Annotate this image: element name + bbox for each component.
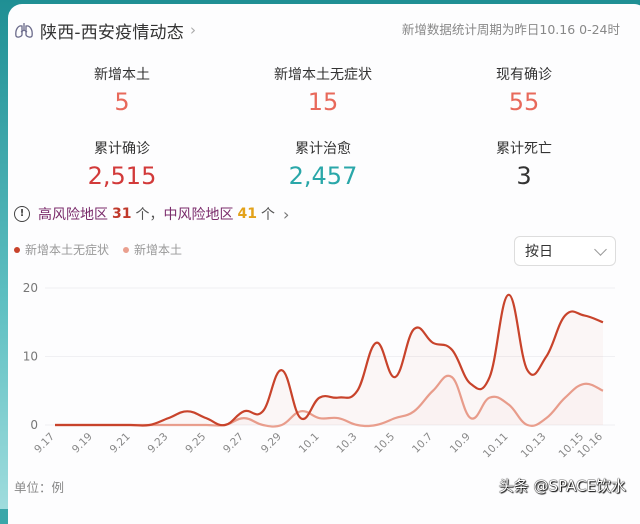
stat-value: 15 [307,88,339,116]
chevron-right-icon[interactable]: › [282,204,290,224]
stat-label: 累计死亡 [496,141,552,157]
high-risk-label: 高风险地区 [38,207,108,223]
stat-value: 55 [508,88,540,116]
x-tick-label: 10.13 [519,431,549,461]
page-title: 陕西-西安疫情动态 [40,22,184,43]
unit-text: 个， [135,207,164,223]
legend-dot-icon [14,246,20,253]
x-tick-label: 9.21 [108,431,133,456]
stat-label: 累计确诊 [94,141,150,157]
stat-total-deaths: 累计死亡 3 [444,138,604,190]
stat-total-confirmed: 累计确诊 2,515 [42,138,202,190]
y-tick-label: 10 [23,350,38,364]
y-tick-label: 0 [30,418,38,432]
x-tick-label: 9.23 [145,431,170,456]
mid-risk-label: 中风险地区 [163,207,234,223]
stat-value: 2,457 [288,162,358,190]
stat-new-asymptomatic: 新增本土无症状 15 [243,64,403,116]
trend-line-chart: 0 10 20 9.17 9.19 9.21 9.23 9.25 9.27 9.29 10.1 10.… [23,281,615,461]
chevron-down-icon [594,242,607,256]
legend-dot-icon [123,246,130,253]
unit-text: 个 [260,207,275,223]
chevron-right-icon[interactable]: › [189,21,196,39]
x-tick-label: 10.7 [410,431,435,456]
stat-value: 5 [114,88,130,116]
x-tick-label: 9.25 [183,431,208,456]
x-tick-label: 9.29 [259,431,284,456]
x-tick-label: 10.11 [481,431,511,461]
risk-areas-link[interactable]: ! 高风险地区 31 个， 中风险地区 41 个 › [14,204,289,224]
watermark: 头条 @SPACE饮水 [498,477,626,495]
x-tick-label: 10.1 [297,431,322,456]
stat-current-confirmed: 现有确诊 55 [444,64,604,116]
stat-label: 新增本土无症状 [274,67,372,83]
legend-label: 新增本土无症状 [25,243,110,257]
legend-label: 新增本土 [134,243,183,257]
stat-label: 现有确诊 [496,67,552,83]
x-tick-label: 9.17 [32,431,57,456]
x-tick-label: 10.3 [334,431,359,456]
high-risk-count: 31 [112,206,132,222]
stat-total-recovered: 累计治愈 2,457 [243,138,403,190]
stat-value: 3 [516,162,532,190]
stat-value: 2,515 [87,162,157,190]
series-area [55,294,603,426]
stat-new-local: 新增本土 5 [42,64,202,116]
stat-label: 新增本土 [94,67,150,83]
granularity-select[interactable]: 按日 [514,236,616,266]
y-tick-label: 20 [23,281,38,295]
mid-risk-count: 41 [237,206,257,222]
legend-item-asymptomatic[interactable]: 新增本土无症状 [14,241,109,258]
x-tick-label: 9.27 [221,431,246,456]
chart-legend: 新增本土无症状 新增本土 [14,241,196,258]
series-line [55,293,604,427]
card-header[interactable]: 陕西-西安疫情动态 › [14,17,196,43]
x-tick-label: 9.19 [70,431,95,456]
period-note: 新增数据统计周期为昨日10.16 0-24时 [401,22,620,37]
lungs-icon [15,23,33,38]
x-tick-label: 10.5 [372,431,397,456]
select-value: 按日 [525,244,553,260]
info-circle-icon: ! [14,206,30,222]
unit-label: 单位：例 [14,480,65,495]
legend-item-local[interactable]: 新增本土 [123,241,182,258]
x-tick-label: 10.9 [448,431,473,456]
stat-label: 累计治愈 [295,141,351,157]
